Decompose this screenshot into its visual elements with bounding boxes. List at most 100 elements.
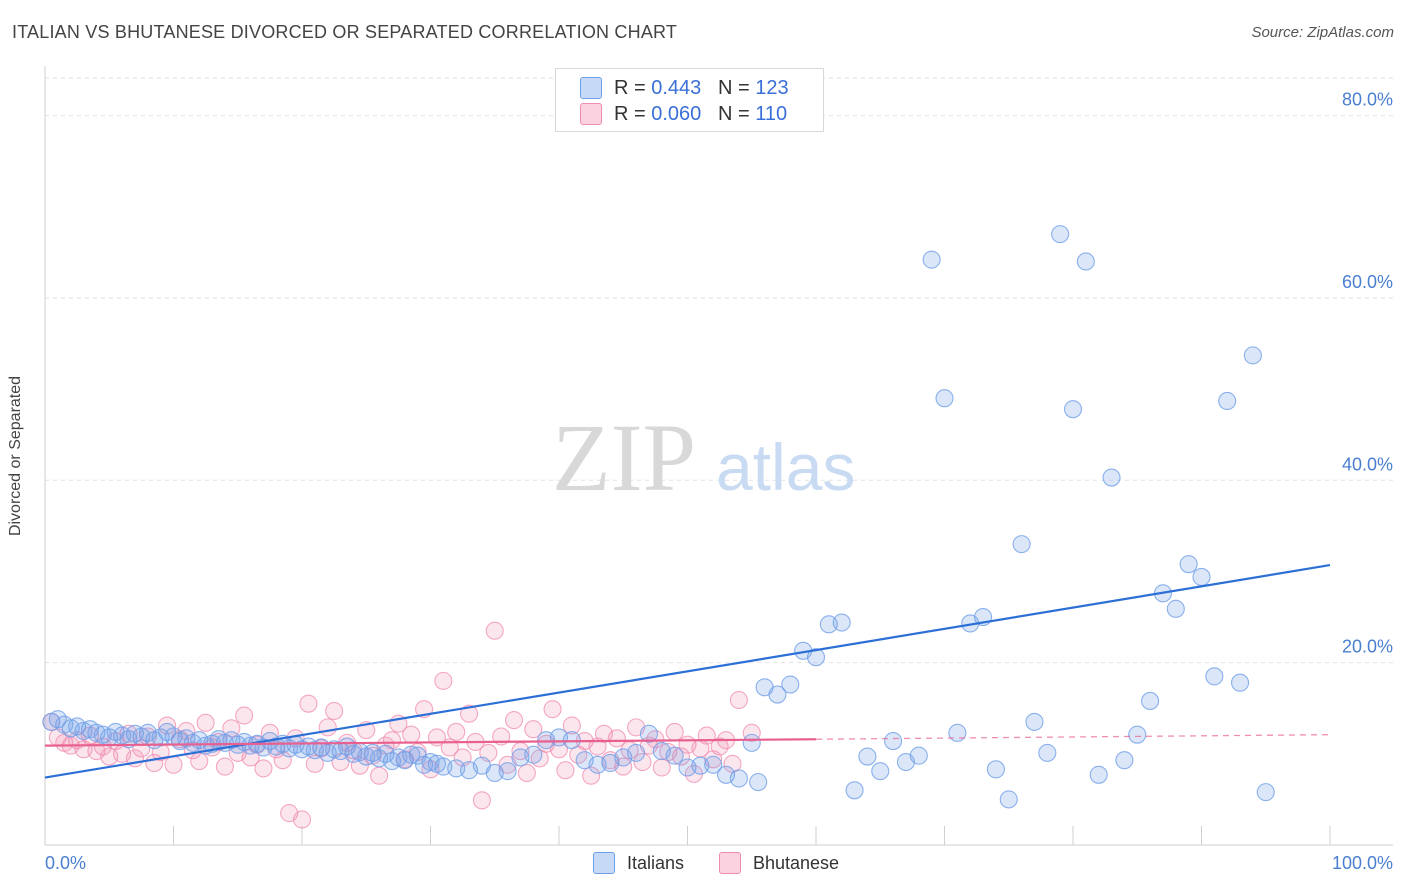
bhutanese-point	[235, 706, 254, 725]
italians-point	[1115, 751, 1134, 770]
legend-n-value: 123	[755, 76, 789, 99]
italians-point	[935, 389, 954, 408]
bhutanese-point	[742, 723, 761, 742]
italians-point	[832, 613, 851, 632]
grid-lines	[45, 77, 1393, 664]
bhutanese-point	[447, 722, 466, 741]
stats-legend: R = 0.443 N = 123 R = 0.060 N = 110	[555, 68, 824, 132]
italians-point	[1128, 725, 1147, 744]
source-credit: Source: ZipAtlas.com	[1251, 24, 1394, 41]
italians-point	[845, 781, 864, 800]
italians-point	[498, 762, 517, 781]
italians-point	[691, 756, 710, 775]
italians-point	[1063, 400, 1083, 419]
y-tick-label: 20.0%	[1342, 637, 1393, 657]
legend-n-value: 110	[755, 102, 788, 125]
legend-n-label: N =	[717, 102, 750, 125]
bhutanese-point	[434, 671, 453, 690]
bhutanese-point	[582, 766, 601, 785]
bhutanese-point	[158, 716, 177, 735]
bhutanese-point	[729, 690, 748, 710]
italians-point	[704, 755, 723, 774]
bhutanese-point	[164, 755, 183, 774]
italians-point	[729, 769, 748, 788]
tick-labels: 20.0% 40.0% 60.0% 80.0% 0.0% 100.0%	[45, 90, 1393, 873]
bhutanese-point	[665, 722, 684, 741]
legend-item-bhutanese: Bhutanese	[719, 852, 839, 874]
y-tick-label: 40.0%	[1342, 454, 1393, 474]
italians-point	[909, 746, 928, 765]
axes	[44, 66, 1393, 846]
italians-point	[1089, 765, 1108, 784]
legend-swatch-italians	[593, 852, 615, 874]
italians-point	[1179, 555, 1198, 574]
italians-point	[1205, 667, 1224, 686]
italians-point	[1166, 599, 1185, 618]
bhutanese-point	[607, 729, 626, 748]
y-tick-label: 60.0%	[1342, 272, 1393, 292]
italians-points	[42, 225, 1275, 809]
bhutanese-point	[472, 791, 491, 810]
italians-point	[1192, 567, 1211, 586]
bhutanese-point	[562, 716, 581, 735]
italians-point	[1231, 673, 1250, 692]
legend-r-value: 0.060	[651, 102, 702, 125]
bhutanese-point	[524, 720, 543, 739]
legend-r-value: 0.443	[651, 76, 702, 99]
italians-point	[922, 250, 941, 269]
italians-point	[402, 745, 421, 764]
y-tick-label: 80.0%	[1342, 90, 1393, 110]
bhutanese-point	[459, 704, 479, 723]
bhutanese-point	[556, 761, 575, 780]
bhutanese-point	[325, 701, 344, 721]
legend-label-italians: Italians	[627, 852, 685, 873]
bhutanese-point	[190, 752, 209, 771]
bhutanese-point	[254, 759, 273, 778]
trend-lines	[44, 564, 1331, 779]
italians-point	[1012, 535, 1031, 554]
chart-title: ITALIAN VS BHUTANESE DIVORCED OR SEPARAT…	[12, 22, 678, 42]
legend-r-label: R =	[614, 76, 646, 99]
italians-point	[1243, 346, 1262, 365]
italians-point	[884, 732, 903, 751]
italians-point	[1051, 225, 1070, 244]
legend-row-italians: R = 0.443 N = 123	[580, 77, 789, 99]
italians-point	[781, 675, 800, 694]
italians-trend-line	[44, 564, 1331, 779]
italians-point	[948, 723, 967, 742]
italians-point	[768, 685, 787, 704]
legend-n-label: N =	[717, 76, 750, 99]
series-legend: Italians Bhutanese	[0, 852, 1406, 878]
y-axis-label: Divorced or Separated	[7, 375, 24, 537]
bhutanese-point	[215, 757, 234, 776]
bhutanese-point	[370, 766, 389, 785]
bhutanese-point	[710, 737, 729, 756]
italians-point	[871, 762, 890, 781]
italians-point	[999, 790, 1018, 809]
watermark-atlas: atlas	[716, 430, 855, 504]
legend-row-bhutanese: R = 0.060 N = 110	[580, 103, 787, 125]
bhutanese-point	[517, 763, 536, 783]
legend-item-italians: Italians	[593, 852, 684, 874]
italians-point	[806, 648, 826, 667]
italians-point	[1141, 691, 1160, 710]
legend-r-label: R =	[614, 102, 646, 125]
legend-swatch-italians	[580, 77, 602, 99]
bhutanese-point	[318, 718, 337, 737]
italians-point	[1076, 252, 1095, 271]
bhutanese-point	[652, 758, 671, 777]
bhutanese-point	[350, 756, 369, 775]
italians-point	[639, 724, 659, 743]
x-tick-label: 100.0%	[1332, 853, 1393, 873]
legend-swatch-bhutanese	[719, 852, 741, 874]
italians-point	[665, 746, 684, 765]
legend-label-bhutanese: Bhutanese	[753, 852, 840, 873]
italians-point	[1038, 743, 1057, 762]
watermark: ZIP atlas	[552, 404, 855, 511]
italians-point	[742, 733, 761, 752]
italians-point	[158, 722, 177, 741]
bhutanese-point	[485, 621, 504, 640]
watermark-zip: ZIP	[552, 404, 696, 511]
bhutanese-point	[633, 752, 652, 772]
